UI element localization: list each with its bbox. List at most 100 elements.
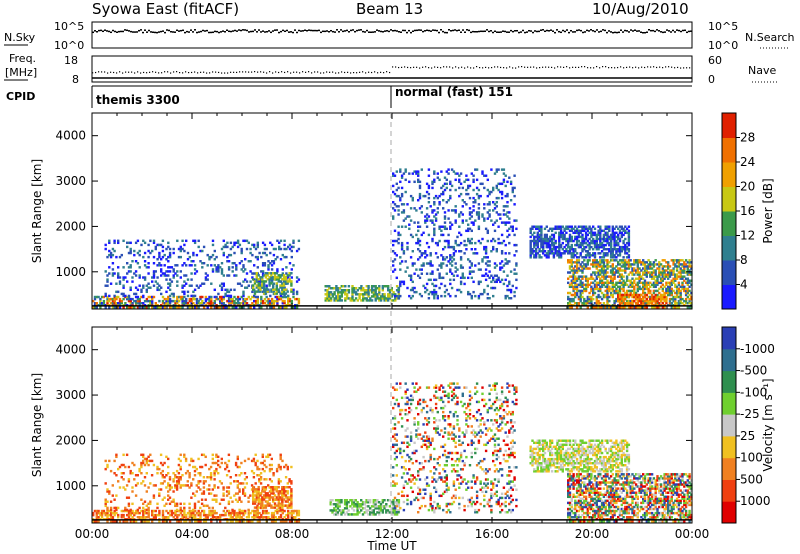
data-cell <box>142 506 145 510</box>
data-cell <box>201 282 204 285</box>
data-cell <box>470 221 473 224</box>
data-cell <box>624 297 627 301</box>
data-cell <box>536 231 539 235</box>
data-cell <box>613 243 616 247</box>
data-cell <box>584 277 588 280</box>
data-cell <box>445 178 448 182</box>
data-cell <box>622 275 625 278</box>
data-cell <box>115 520 118 523</box>
data-cell <box>558 252 561 255</box>
data-cell <box>665 287 668 291</box>
data-cell <box>131 302 134 305</box>
data-cell <box>558 235 561 239</box>
data-cell <box>504 174 507 177</box>
data-cell <box>288 247 292 251</box>
data-cell <box>143 476 147 479</box>
data-cell <box>611 233 614 237</box>
data-cell <box>134 270 138 273</box>
data-cell <box>233 274 236 277</box>
freq-sample <box>260 71 262 73</box>
data-cell <box>500 168 504 171</box>
data-cell <box>575 267 579 270</box>
data-cell <box>142 502 145 506</box>
data-cell <box>606 237 609 241</box>
nsky-sample <box>670 31 672 33</box>
data-cell <box>611 227 614 231</box>
data-cell <box>674 263 677 266</box>
data-cell <box>381 285 384 288</box>
data-cell <box>257 278 260 281</box>
data-cell <box>161 249 165 253</box>
freq-sample <box>158 72 160 74</box>
data-cell <box>270 268 274 271</box>
data-cell <box>404 260 407 263</box>
data-cell <box>115 255 118 259</box>
data-cell <box>654 306 657 309</box>
data-cell <box>454 239 457 243</box>
data-cell <box>188 284 191 287</box>
data-cell <box>579 289 582 293</box>
data-cell <box>452 248 456 251</box>
data-cell <box>134 260 138 263</box>
data-cell <box>506 260 509 263</box>
data-cell <box>210 302 213 305</box>
data-cell <box>558 231 561 235</box>
data-cell <box>624 229 627 233</box>
data-cell <box>540 231 543 235</box>
data-cell <box>567 252 570 255</box>
data-cell <box>261 516 265 519</box>
freq-sample <box>395 66 397 68</box>
data-cell <box>577 289 581 293</box>
nsky-sample <box>118 30 120 33</box>
data-cell <box>599 259 602 262</box>
data-cell <box>558 254 561 257</box>
data-cell <box>208 297 211 301</box>
data-cell <box>443 188 447 192</box>
data-cell <box>493 221 497 224</box>
nsky-sample <box>494 30 496 33</box>
nsky-sample <box>432 29 434 31</box>
data-cell <box>636 289 639 293</box>
data-cell <box>579 281 582 285</box>
data-cell <box>558 243 561 247</box>
data-cell <box>508 241 511 245</box>
data-cell <box>279 292 282 295</box>
data-cell <box>104 459 107 463</box>
data-cell <box>215 511 218 515</box>
data-cell <box>124 506 127 510</box>
nsky-panel: N.Sky 10^5 10^0 10^5 10^0 N.Search <box>4 20 795 52</box>
data-cell <box>558 237 561 241</box>
data-cell <box>645 302 648 305</box>
data-cell <box>634 295 638 299</box>
data-cell <box>104 284 107 287</box>
data-cell <box>604 239 607 243</box>
data-cell <box>156 264 159 267</box>
data-cell <box>550 243 554 247</box>
data-cell <box>638 295 641 299</box>
data-cell <box>100 509 104 513</box>
nsky-sample <box>300 30 302 32</box>
data-cell <box>650 297 654 301</box>
data-cell <box>138 253 141 257</box>
data-cell <box>122 453 125 457</box>
data-cell <box>606 227 609 231</box>
data-cell <box>284 288 288 291</box>
data-cell <box>229 297 233 301</box>
data-cell <box>264 290 268 293</box>
data-cell <box>600 279 604 282</box>
data-cell <box>328 285 331 288</box>
data-cell <box>443 217 447 220</box>
data-cell <box>652 277 656 280</box>
data-cell <box>574 248 577 251</box>
data-cell <box>502 221 506 224</box>
data-cell <box>445 201 448 204</box>
nsky-sample <box>204 30 206 32</box>
data-cell <box>185 302 188 305</box>
data-cell <box>567 245 570 249</box>
data-cell <box>609 250 613 253</box>
data-cell <box>122 509 125 513</box>
data-cell <box>215 268 218 271</box>
data-cell <box>618 252 622 255</box>
data-cell <box>595 295 598 299</box>
data-cell <box>161 513 165 517</box>
